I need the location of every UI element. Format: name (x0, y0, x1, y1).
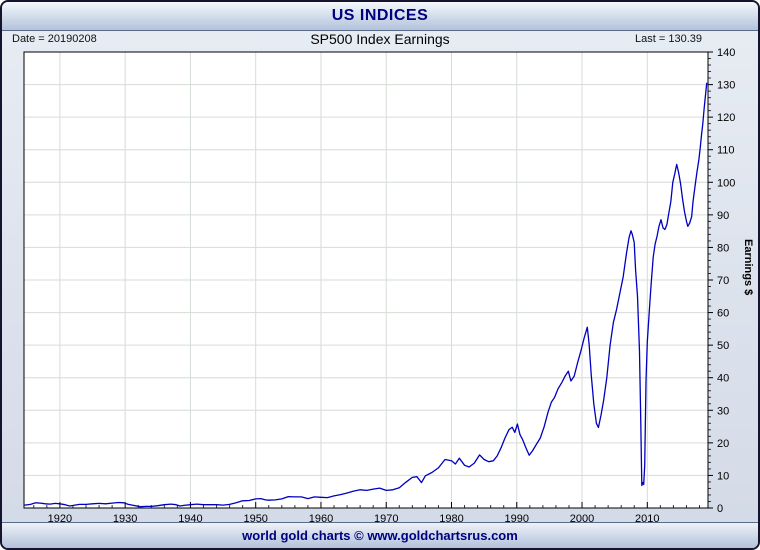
footer-bar: world gold charts © www.goldchartsrus.co… (2, 522, 758, 548)
y-tick-label: 110 (717, 145, 735, 157)
x-tick-label: 1980 (439, 513, 463, 524)
y-tick-label: 20 (717, 438, 729, 450)
x-tick-label: 1960 (309, 513, 333, 524)
y-tick-label: 100 (717, 177, 735, 189)
earnings-line-chart: 1920 1930 1940 1950 1960 1970 1980 1990 2000 2010… (23, 48, 735, 524)
x-tick-label: 1940 (178, 513, 202, 524)
chart-header-row: Date = 20190208 SP500 Index Earnings Las… (2, 31, 758, 48)
y-tick-label: 120 (717, 112, 735, 124)
y-tick-label: 60 (717, 308, 729, 320)
y-tick-label: 140 (717, 48, 735, 59)
y-axis-title: Earnings $ (742, 238, 754, 296)
y-tick-label: 80 (717, 242, 729, 254)
x-tick-label: 1950 (243, 513, 267, 524)
date-label: Date = 20190208 (12, 33, 97, 45)
x-tick-label: 1970 (374, 513, 398, 524)
footer-credit: world gold charts © www.goldchartsrus.co… (242, 528, 518, 543)
x-tick-label: 2000 (570, 513, 594, 524)
y-tick-label: 130 (717, 80, 735, 92)
y-tick-label: 0 (717, 503, 723, 515)
x-tick-label: 1930 (113, 513, 137, 524)
chart-title: SP500 Index Earnings (310, 31, 450, 47)
plot-border (23, 51, 709, 509)
x-tick-label: 1990 (505, 513, 529, 524)
y-tick-label: 40 (717, 373, 729, 385)
title-bar: US INDICES (2, 2, 758, 31)
y-tick-label: 70 (717, 275, 729, 287)
y-tick-label: 50 (717, 340, 729, 352)
chart-area: 1920 1930 1940 1950 1960 1970 1980 1990 2000 2010… (2, 48, 758, 524)
page-title: US INDICES (331, 7, 429, 24)
y-tick-label: 10 (717, 470, 729, 482)
y-tick-label: 90 (717, 210, 729, 222)
series-path (24, 82, 708, 508)
y-tick-label: 30 (717, 405, 729, 417)
x-tick-label: 1920 (48, 513, 72, 524)
x-tick-label: 2010 (635, 513, 659, 524)
last-value-label: Last = 130.39 (635, 33, 702, 45)
